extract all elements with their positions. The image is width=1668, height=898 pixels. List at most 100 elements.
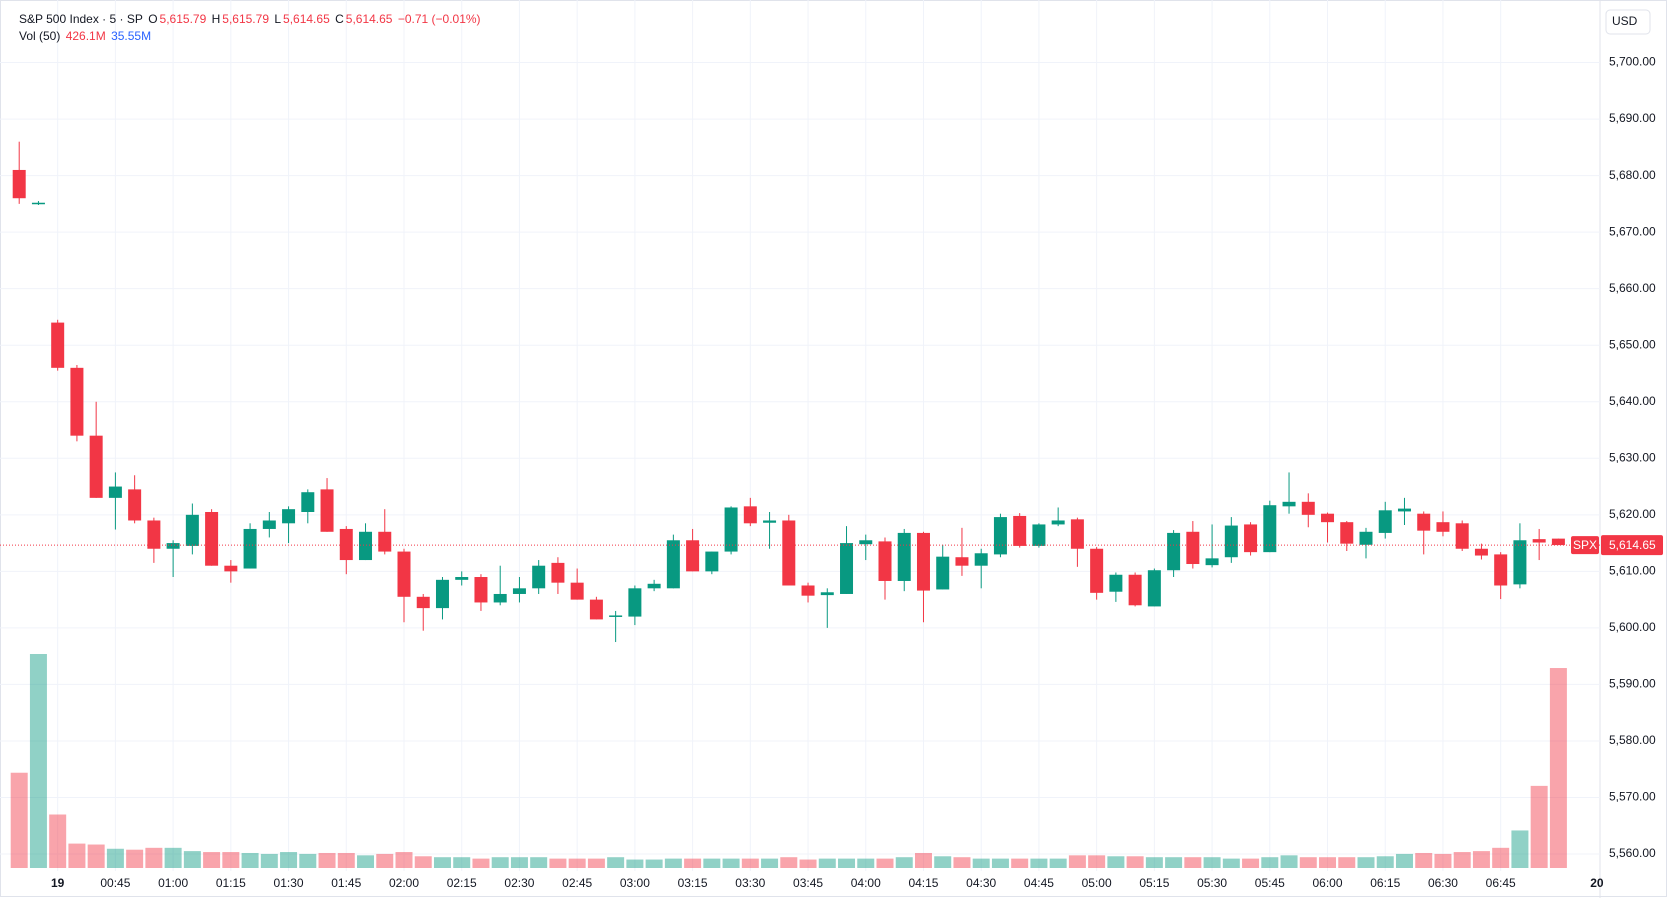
volume-bar <box>433 857 451 868</box>
candle-body <box>878 541 892 581</box>
change: −0.71 (−0.01%) <box>397 12 481 26</box>
y-tick-label: 5,690.00 <box>1609 111 1656 125</box>
x-tick-label: 03:00 <box>620 876 650 890</box>
y-tick-label: 5,610.00 <box>1609 564 1656 578</box>
x-tick-label: 06:30 <box>1428 876 1458 890</box>
volume-bar <box>741 858 759 868</box>
y-tick-label: 5,580.00 <box>1609 733 1656 747</box>
volume-bar <box>1280 855 1298 868</box>
volume-bar <box>934 856 952 868</box>
candle-body <box>147 520 161 549</box>
candle-body <box>128 489 142 521</box>
symbol-line: S&P 500 Index · 5 · SP O 5,615.79 H 5,615.… <box>19 11 483 28</box>
candle-body <box>1397 508 1411 512</box>
volume-bar <box>1453 852 1471 868</box>
y-tick-label: 5,560.00 <box>1609 846 1656 860</box>
volume-bar <box>838 858 856 868</box>
volume-bar <box>1511 830 1529 868</box>
x-tick-label: 04:30 <box>966 876 996 890</box>
volume-bar <box>799 859 817 868</box>
y-tick-label: 5,600.00 <box>1609 620 1656 634</box>
x-tick-label: 05:45 <box>1255 876 1285 890</box>
candle-body <box>70 367 84 436</box>
candle-body <box>1109 574 1123 592</box>
volume-bar <box>414 856 432 868</box>
volume-bar <box>510 857 528 868</box>
volume-bar <box>1107 856 1125 868</box>
price-tag-symbol: SPX <box>1573 538 1597 552</box>
candle-body <box>493 593 507 603</box>
x-tick-label: 01:45 <box>331 876 361 890</box>
candle-body <box>416 596 430 609</box>
volume-bar <box>1376 856 1394 868</box>
volume-bar <box>568 858 586 868</box>
volume-bar <box>453 857 471 868</box>
candle-body <box>570 582 584 600</box>
candle-body <box>1532 539 1546 543</box>
volume-bar <box>395 852 413 868</box>
candle-body <box>1128 574 1142 606</box>
y-tick-label: 5,660.00 <box>1609 281 1656 295</box>
candle-body <box>166 543 180 549</box>
volume-bar <box>299 853 317 868</box>
volume-bar <box>29 654 47 868</box>
symbol: S&P 500 Index · 5 · SP <box>19 12 143 26</box>
volume-bar <box>722 858 740 868</box>
candle-body <box>1186 531 1200 565</box>
candle-body <box>1013 515 1027 546</box>
candle-body <box>1090 548 1104 593</box>
candle-body <box>1417 513 1431 531</box>
volume-bar <box>472 858 490 868</box>
volume-ma: 35.55M <box>111 29 152 43</box>
volume-bar <box>761 858 779 868</box>
candle-body <box>763 520 777 523</box>
volume-bar <box>664 858 682 868</box>
volume-bar <box>530 857 548 868</box>
volume-bar <box>280 852 298 868</box>
x-tick-label: 06:00 <box>1313 876 1343 890</box>
volume-bar <box>1357 857 1375 868</box>
candle-body <box>1244 524 1258 553</box>
x-tick-label: 02:00 <box>389 876 419 890</box>
volume-bar <box>357 855 375 868</box>
y-tick-label: 5,620.00 <box>1609 507 1656 521</box>
volume-bar <box>857 858 875 868</box>
volume-bar <box>1126 856 1144 868</box>
volume-bar <box>260 853 278 868</box>
x-tick-label: 19 <box>51 876 65 890</box>
volume-bar <box>953 857 971 868</box>
volume-bar <box>645 859 663 868</box>
x-tick-label: 05:30 <box>1197 876 1227 890</box>
volume-bar <box>145 847 163 868</box>
candle-body <box>1455 523 1469 549</box>
candle-body <box>589 599 603 620</box>
x-tick-label: 04:45 <box>1024 876 1054 890</box>
volume-bar <box>1472 851 1490 868</box>
candle-body <box>647 583 661 589</box>
candle-body <box>185 514 199 546</box>
volume-bar <box>1530 785 1548 868</box>
volume-bar <box>1338 857 1356 868</box>
x-tick-label: 20 <box>1590 876 1604 890</box>
ohlc-value: 5,615.79 <box>222 12 269 26</box>
candle-body <box>1205 558 1219 566</box>
ohlc-value: 5,614.65 <box>283 12 330 26</box>
price-tag-symbol-bg <box>1571 536 1599 555</box>
candle-body <box>512 588 526 594</box>
currency-box <box>1605 9 1651 35</box>
candle-body <box>474 577 488 603</box>
candle-body <box>609 615 623 617</box>
y-tick-label: 5,670.00 <box>1609 224 1656 238</box>
x-tick-label: 05:15 <box>1139 876 1169 890</box>
x-tick-label: 01:00 <box>158 876 188 890</box>
x-tick-label: 06:45 <box>1486 876 1516 890</box>
candle-body <box>1378 510 1392 533</box>
legend: S&P 500 Index · 5 · SP O 5,615.79 H 5,615.… <box>19 11 483 45</box>
x-tick-label: 01:30 <box>274 876 304 890</box>
candle-body <box>1474 548 1488 556</box>
volume-bar <box>1184 857 1202 868</box>
volume-bar <box>1242 858 1260 868</box>
x-tick-label: 01:15 <box>216 876 246 890</box>
volume-bar <box>203 852 221 868</box>
